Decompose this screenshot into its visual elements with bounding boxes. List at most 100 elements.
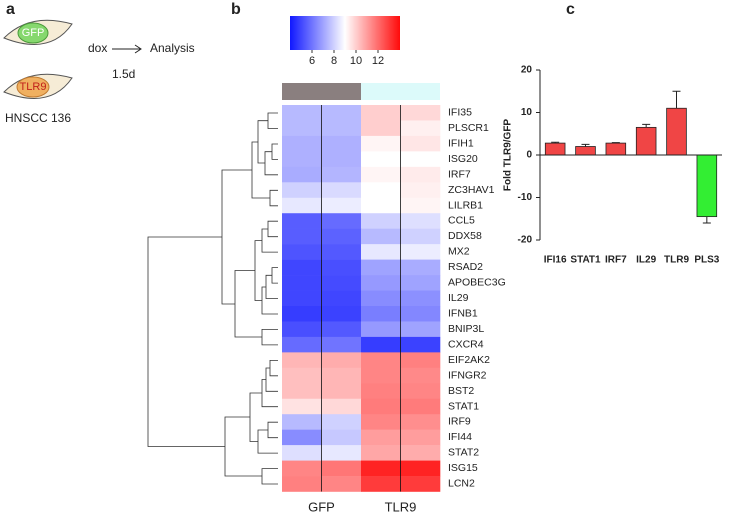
heatmap-cell: [361, 135, 401, 152]
heatmap-cell: [321, 352, 362, 369]
heatmap-cell: [400, 105, 441, 121]
heatmap-cell: [361, 352, 401, 369]
heatmap-cell: [400, 290, 441, 307]
row-label: LCN2: [448, 478, 475, 490]
colorbar-tick-label: 12: [372, 55, 384, 67]
row-label: IFI44: [448, 431, 472, 443]
row-label: IFNGR2: [448, 369, 487, 381]
heatmap-cell: [361, 460, 401, 477]
heatmap-cell: [400, 182, 441, 199]
heatmap-cell: [282, 213, 322, 229]
heatmap-cell: [361, 476, 401, 492]
heatmap-cell: [282, 476, 322, 492]
heatmap-cell: [282, 367, 322, 384]
error-bar: [642, 123, 651, 128]
heatmap-cell: [400, 228, 441, 245]
column-label: GFP: [308, 499, 335, 514]
heatmap-cell: [400, 120, 441, 137]
heatmap-cell: [400, 398, 441, 415]
nucleus: [17, 22, 49, 44]
heatmap-cell: [361, 259, 401, 276]
heatmap-cell: [282, 336, 322, 353]
heatmap-cell: [361, 228, 401, 245]
y-tick-label: 10: [521, 107, 533, 118]
heatmap-cell: [282, 197, 322, 214]
heatmap-cell: [282, 105, 322, 121]
row-label: MX2: [448, 246, 470, 258]
heatmap-cell: [282, 290, 322, 307]
nucleus: [16, 76, 50, 98]
y-tick-label: -20: [518, 235, 533, 246]
colorbar-tick-label: 10: [350, 55, 362, 67]
heatmap-cell: [282, 275, 322, 291]
y-axis-label: Fold TLR9/GFP: [503, 119, 514, 192]
cell-label: TLR9: [20, 81, 47, 93]
row-label: DDX58: [448, 230, 482, 242]
heatmap-cell: [321, 290, 362, 307]
x-tick-label: STAT1: [570, 255, 601, 266]
heatmap-cell: [321, 476, 362, 492]
column-label: TLR9: [385, 499, 417, 514]
panel-label: c: [566, 1, 575, 18]
row-label: RSAD2: [448, 261, 483, 273]
x-tick-label: IL29: [636, 255, 656, 266]
row-label: LILRB1: [448, 199, 483, 211]
row-label: PLSCR1: [448, 122, 489, 134]
heatmap-cell: [321, 120, 362, 137]
heatmap-cell: [282, 398, 322, 415]
bar: [575, 146, 596, 156]
heatmap-cell: [400, 135, 441, 152]
heatmap-cell: [361, 213, 401, 229]
heatmap-cell: [282, 305, 322, 322]
colorbar: [290, 16, 400, 50]
y-tick-label: 20: [521, 65, 533, 76]
row-label: BST2: [448, 385, 474, 397]
heatmap-cell: [321, 445, 362, 461]
row-label: BNIP3L: [448, 323, 484, 335]
heatmap-cell: [361, 336, 401, 353]
x-tick-label: IRF7: [605, 255, 627, 266]
heatmap-cell: [361, 290, 401, 307]
bar: [544, 142, 566, 156]
heatmap-cell: [282, 182, 322, 199]
heatmap-cell: [361, 197, 401, 214]
heatmap-cell: [321, 259, 362, 276]
heatmap-cell: [361, 275, 401, 291]
heatmap-cell: [282, 429, 322, 446]
bar: [635, 126, 657, 156]
panel-label: a: [6, 1, 15, 18]
heatmap-cell: [321, 244, 362, 260]
heatmap-cell: [321, 166, 362, 183]
heatmap-cell: [400, 151, 441, 168]
row-label: APOBEC3G: [448, 277, 506, 289]
heatmap-cell: [321, 305, 362, 322]
error-bar: [551, 141, 560, 144]
heatmap-cell: [400, 476, 441, 492]
heatmap-cell: [321, 460, 362, 477]
heatmap-cell: [400, 166, 441, 183]
heatmap-cell: [321, 398, 362, 415]
row-label: IL29: [448, 292, 469, 304]
heatmap-cell: [282, 445, 322, 461]
dendrogram: [147, 112, 278, 485]
heatmap-cell: [400, 429, 441, 446]
heatmap-cell: [321, 383, 362, 400]
readout: Analysis: [150, 41, 195, 55]
heatmap-cell: [321, 182, 362, 199]
heatmap-cell: [400, 367, 441, 384]
row-label: IFI35: [448, 107, 472, 119]
bar: [666, 107, 687, 156]
row-label: ISG20: [448, 153, 478, 165]
treatment: dox: [88, 41, 107, 55]
heatmap-cell: [400, 460, 441, 477]
heatmap-cell: [361, 120, 401, 137]
heatmap-cell: [321, 105, 362, 121]
arrow: [112, 44, 142, 54]
heatmap-cell: [321, 429, 362, 446]
heatmap-cell: [361, 105, 401, 121]
heatmap-cell: [321, 151, 362, 168]
bar: [696, 154, 718, 218]
panel-label: b: [231, 1, 241, 18]
row-label: CXCR4: [448, 338, 484, 350]
heatmap-cell: [400, 414, 441, 430]
